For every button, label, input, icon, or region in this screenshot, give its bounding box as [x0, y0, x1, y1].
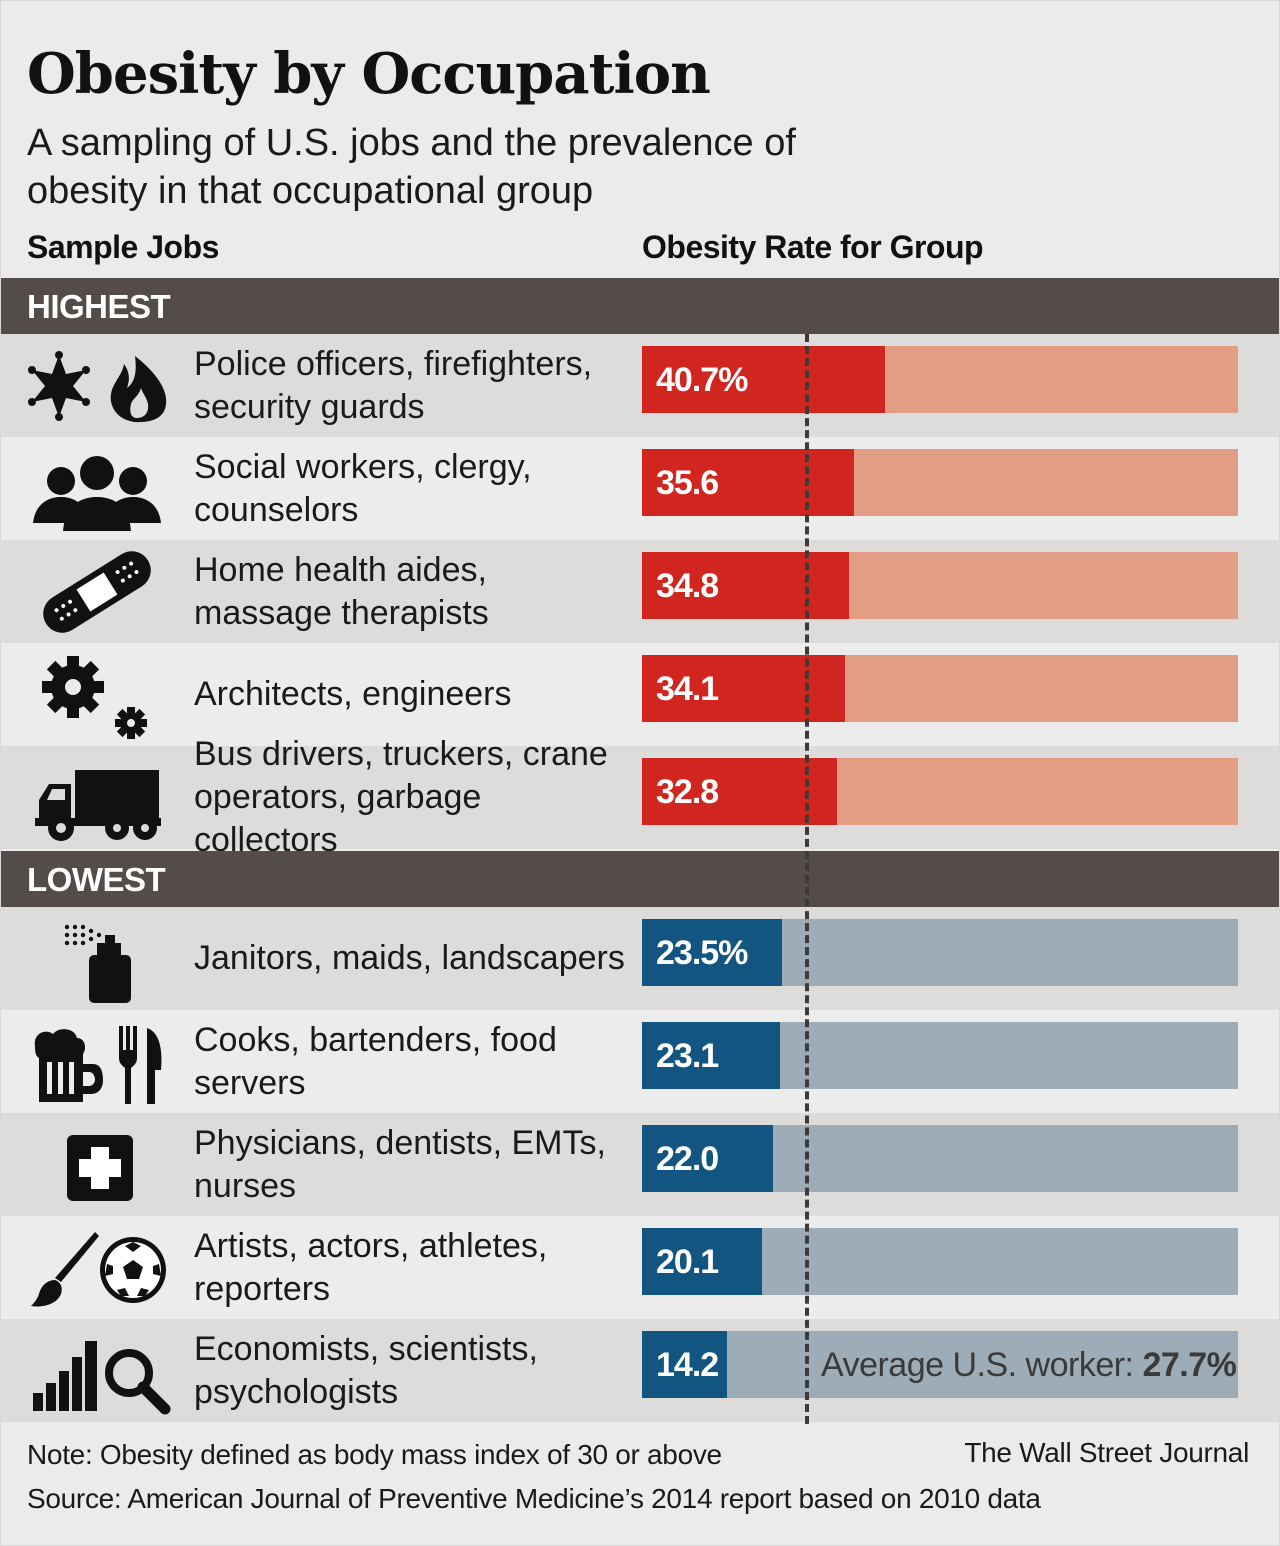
paintbrush-icon	[31, 1232, 166, 1307]
bar: 20.1	[642, 1228, 762, 1295]
bar: 32.8	[642, 758, 838, 825]
table-row: Artists, actors, athletes, reporters 20.1	[1, 1216, 1279, 1319]
bar-track: 20.1	[642, 1228, 1238, 1295]
bar-track: 14.2	[642, 1331, 1238, 1398]
job-label: Police officers, firefighters, security …	[194, 344, 593, 426]
job-label: Home health aides, massage therapists	[194, 550, 489, 632]
bar: 23.5%	[642, 919, 783, 986]
average-reference-line	[805, 334, 810, 1424]
bar-track: 23.1	[642, 1022, 1238, 1089]
job-label: Cooks, bartenders, food servers	[194, 1020, 557, 1102]
bar-value-label: 23.1	[656, 1037, 719, 1075]
bar-track: 23.5%	[642, 919, 1238, 986]
bar: 34.8	[642, 552, 850, 619]
table-row: Bus drivers, truckers, crane operators, …	[1, 735, 1279, 859]
bar: 40.7%	[642, 346, 885, 413]
chart-title: Obesity by Occupation	[27, 41, 711, 107]
section-header-highest: HIGHEST	[1, 278, 1279, 334]
job-label: Janitors, maids, landscapers	[194, 939, 625, 977]
job-label: Architects, engineers	[194, 675, 512, 713]
sheriff-star-icon	[28, 351, 167, 423]
footnote: Note: Obesity defined as body mass index…	[27, 1433, 1041, 1521]
table-row: Police officers, firefighters, security …	[1, 334, 1279, 437]
table-row: Social workers, clergy, counselors 35.6	[1, 437, 1279, 540]
spray-bottle-icon	[64, 924, 131, 1003]
note-text: Note: Obesity defined as body mass index…	[27, 1439, 722, 1470]
bar-value-label: 20.1	[656, 1243, 719, 1281]
job-label: Physicians, dentists, EMTs, nurses	[194, 1123, 606, 1205]
bar-track: 32.8	[642, 758, 1238, 825]
job-label: Artists, actors, athletes, reporters	[194, 1226, 548, 1308]
bar: 22.0	[642, 1125, 774, 1192]
bar-track: 35.6	[642, 449, 1238, 516]
chart-subtitle: A sampling of U.S. jobs and the prevalen…	[27, 122, 796, 212]
bar-track: 34.8	[642, 552, 1238, 619]
truck-icon	[35, 770, 161, 841]
table-row: Home health aides, massage therapists 34.…	[1, 540, 1279, 643]
bar-value-label: 14.2	[656, 1346, 719, 1384]
bar-value-label: 35.6	[656, 464, 719, 502]
bar: 34.1	[642, 655, 846, 722]
beer-mug-icon	[34, 1026, 162, 1104]
bar-value-label: 23.5%	[656, 934, 748, 972]
table-row: Janitors, maids, landscapers 23.5%	[1, 907, 1279, 1010]
bar-track: 40.7%	[642, 346, 1238, 413]
bar-track: 34.1	[642, 655, 1238, 722]
job-label: Economists, scientists, psychologists	[194, 1329, 538, 1411]
column-header-rate: Obesity Rate for Group	[642, 229, 984, 265]
table-row: Economists, scientists, psychologists 14.…	[1, 1319, 1279, 1422]
lowest-rows: Janitors, maids, landscapers 23.5% Cooks, …	[1, 907, 1279, 1422]
bar-value-label: 34.8	[656, 567, 719, 605]
bar-track: 22.0	[642, 1125, 1238, 1192]
bar: 23.1	[642, 1022, 780, 1089]
bar: 14.2	[642, 1331, 727, 1398]
job-label: Bus drivers, truckers, crane operators, …	[194, 735, 608, 859]
average-value: 27.7%	[1142, 1346, 1237, 1384]
table-row: Physicians, dentists, EMTs, nurses 22.0	[1, 1113, 1279, 1216]
highest-rows: Police officers, firefighters, security …	[1, 334, 1279, 859]
bar-value-label: 40.7%	[656, 361, 748, 399]
section-header-lowest: LOWEST	[1, 851, 1279, 907]
job-label: Social workers, clergy, counselors	[194, 447, 532, 529]
people-group-icon	[33, 456, 161, 531]
table-row: Architects, engineers 34.1	[1, 643, 1279, 746]
column-header-jobs: Sample Jobs	[27, 229, 219, 265]
bar-value-label: 34.1	[656, 670, 719, 708]
bandage-icon	[43, 551, 151, 633]
average-label: Average U.S. worker: 27.7%	[821, 1339, 1237, 1391]
average-label-text: Average U.S. worker:	[821, 1346, 1134, 1384]
bar-chart-icon	[33, 1341, 171, 1415]
publisher-credit: The Wall Street Journal	[964, 1437, 1249, 1468]
bar: 35.6	[642, 449, 855, 516]
medical-cross-icon	[67, 1135, 133, 1201]
bar-value-label: 22.0	[656, 1140, 719, 1178]
gears-icon	[42, 656, 147, 739]
source-text: Source: American Journal of Preventive M…	[27, 1483, 1041, 1514]
table-row: Cooks, bartenders, food servers 23.1	[1, 1010, 1279, 1113]
bar-value-label: 32.8	[656, 773, 719, 811]
